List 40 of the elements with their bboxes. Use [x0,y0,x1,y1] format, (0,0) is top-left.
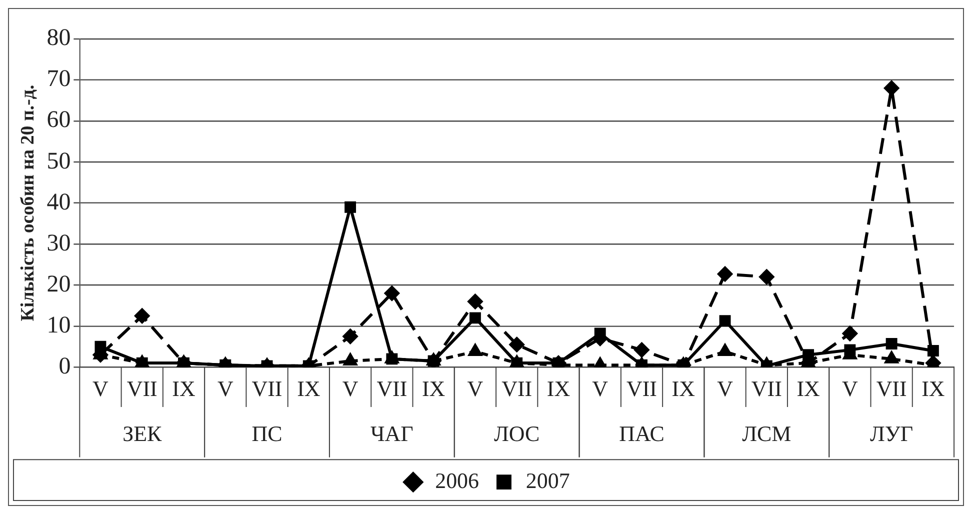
y-tick-label: 0 [58,353,71,380]
x-tick-label: VII [751,376,782,402]
text: ЛСМ [742,421,792,446]
legend-label: 2007 [526,468,570,493]
y-tick-label: 80 [46,25,71,52]
x-tick-label: VII [376,376,408,402]
text: ПС [252,421,282,446]
text: ЛОС [494,421,540,446]
x-tick-label: V [717,376,734,402]
y-tick-label: 70 [46,66,71,92]
x-tick-label: VII [876,376,907,402]
x-tick-label: VII [252,376,282,402]
x-tick-label: V [217,376,234,402]
y-tick-label: 10 [46,312,71,338]
x-tick-label: V [592,376,608,402]
text: ПАС [619,421,664,446]
x-tick-label: VII [626,376,657,402]
x-tick-label: IX [672,376,696,402]
x-tick-label: IX [796,376,820,402]
y-tick-label: 50 [46,148,71,174]
legend-label: 2006 [435,468,480,493]
x-tick-label: VII [126,376,158,402]
x-tick-label: IX [297,376,320,402]
text: ЛУГ [870,421,914,446]
x-tick-label: IX [922,376,945,402]
y-tick-label: 20 [46,271,71,298]
x-tick-label: V [92,376,109,402]
text: ЧАГ [370,421,414,446]
x-tick-label: V [467,376,484,402]
x-tick-label: IX [422,376,446,402]
x-tick-label: IX [172,376,196,402]
x-tick-label: VII [502,376,532,402]
x-tick-label: IX [546,376,570,402]
y-tick-label: 60 [46,107,71,134]
x-tick-label: V [842,376,858,402]
y-tick-label: 30 [46,230,71,256]
y-axis-title: Кількість особин на 20 п.-д. [17,84,38,322]
text: ЗЕК [122,421,162,446]
x-tick-label: V [342,376,358,402]
y-tick-label: 40 [46,189,71,216]
